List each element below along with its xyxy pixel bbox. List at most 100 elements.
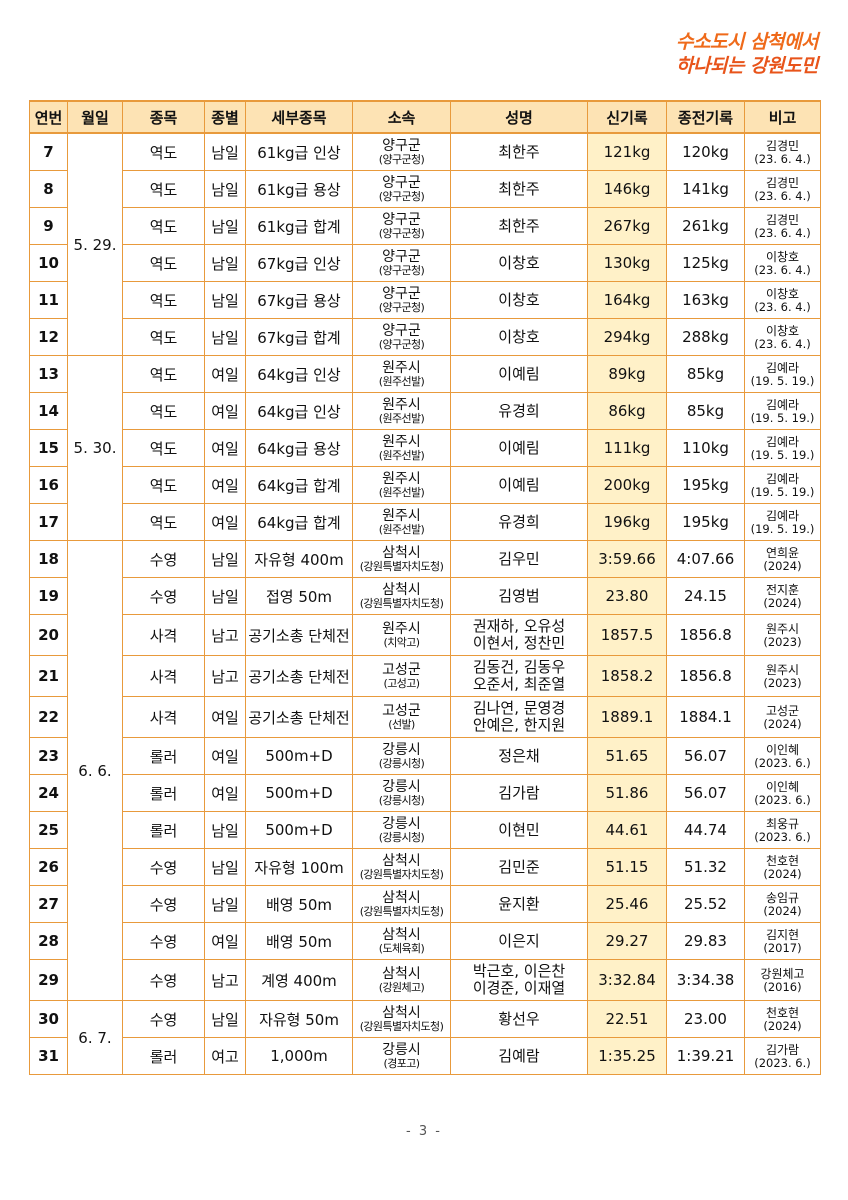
note-cell: 김경민 (23. 6. 4.) — [744, 170, 821, 208]
event-cell: 역도 — [122, 170, 205, 208]
previous-record-date: (2024) — [763, 1018, 802, 1033]
table-row: 10 역도 남일 67kg급 인상 양구군 (양구군청) 이창호 130kg 125kg 이창호(… — [29, 244, 821, 282]
affiliation-sub: (강릉시청) — [378, 830, 425, 844]
table-row: 8 역도 남일 61kg급 용상 양구군 (양구군청) 최한주 146kg 141kg 김경민 (2… — [29, 170, 821, 208]
athlete-name: 박근호, 이은찬 — [472, 962, 566, 980]
new-record-cell: 267kg — [587, 207, 667, 245]
athlete-name: 이경준, 이재열 — [472, 979, 566, 997]
previous-holder: 김경민 — [765, 175, 800, 190]
row-date: 5. 30. — [67, 355, 123, 541]
table-row: 17 역도 여일 64kg급 합계 원주시 (원주선발) 유경희 196kg 195kg 김예라(… — [29, 503, 821, 541]
previous-holder: 송임규 — [765, 890, 800, 905]
event-cell: 수영 — [122, 1000, 205, 1038]
table-body: 7 5. 29. 역도 남일 61kg급 인상 양구군 (양구군청) 최한주 121kg 120k… — [29, 132, 821, 1075]
class-cell: 여일 — [204, 355, 246, 393]
athlete-name-cell: 권재하, 오유성 이현서, 정찬민 — [450, 614, 588, 656]
athlete-name: 황선우 — [498, 1009, 540, 1028]
row-number: 25 — [29, 811, 68, 849]
previous-record-date: (23. 6. 4.) — [754, 188, 811, 203]
affiliation-cell: 삼척시 (강원특별자치도청) — [352, 577, 451, 615]
table-row: 25 롤러 남일 500m+D 강릉시 (강릉시청) 이현민 44.61 44.74 최웅규 (20… — [29, 811, 821, 849]
athlete-name-cell: 김가람 — [450, 774, 588, 812]
class-cell: 여일 — [204, 737, 246, 775]
athlete-name-cell: 유경희 — [450, 503, 588, 541]
detail-event-cell: 67kg급 인상 — [245, 244, 353, 282]
athlete-name: 이현서, 정찬민 — [472, 634, 566, 652]
previous-record-date: (23. 6. 4.) — [754, 151, 811, 166]
affiliation-sub: (치악고) — [383, 635, 421, 649]
note-cell: 이인혜 (2023. 6.) — [744, 774, 821, 812]
athlete-name: 이예림 — [498, 438, 540, 457]
row-number: 28 — [29, 922, 68, 960]
previous-record-date: (23. 6. 4.) — [754, 336, 811, 351]
table-row: 24 롤러 여일 500m+D 강릉시 (강릉시청) 김가람 51.86 56.07 이인혜 (20… — [29, 774, 821, 812]
athlete-name-cell: 이예림 — [450, 355, 588, 393]
previous-holder: 김예라 — [765, 508, 800, 523]
affiliation-sub: (양구군청) — [378, 152, 425, 166]
previous-record-date: (19. 5. 19.) — [750, 521, 815, 536]
detail-event-cell: 500m+D — [245, 774, 353, 812]
note-cell: 김지현 (2017) — [744, 922, 821, 960]
athlete-name-cell: 이현민 — [450, 811, 588, 849]
affiliation-cell: 삼척시 (도체육회) — [352, 922, 451, 960]
row-number: 20 — [29, 614, 68, 656]
row-number: 29 — [29, 959, 68, 1001]
new-record-cell: 29.27 — [587, 922, 667, 960]
affiliation-cell: 삼척시 (강원특별자치도청) — [352, 1000, 451, 1038]
detail-event-cell: 500m+D — [245, 811, 353, 849]
row-date: 6. 7. — [67, 1000, 123, 1075]
previous-record-date: (23. 6. 4.) — [754, 262, 811, 277]
affiliation-name: 삼척시 — [382, 544, 421, 561]
previous-record-date: (2024) — [763, 903, 802, 918]
note-cell: 김가람 (2023. 6.) — [744, 1037, 821, 1075]
athlete-name-cell: 김민준 — [450, 848, 588, 886]
class-cell: 남일 — [204, 1000, 246, 1038]
athlete-name: 오준서, 최준열 — [472, 675, 566, 693]
table-row: 22 사격 여일 공기소총 단체전 고성군 (선발) 김나연, 문영경 안예은, 한지원 188… — [29, 696, 821, 738]
note-cell: 김예라 (19. 5. 19.) — [744, 392, 821, 430]
athlete-name: 권재하, 오유성 — [472, 617, 566, 635]
previous-holder: 김지현 — [765, 927, 800, 942]
athlete-name-cell: 김우민 — [450, 540, 588, 578]
detail-event-cell: 67kg급 합계 — [245, 318, 353, 356]
previous-record-cell: 163kg — [666, 281, 745, 319]
previous-record-date: (23. 6. 4.) — [754, 299, 811, 314]
new-record-cell: 51.65 — [587, 737, 667, 775]
note-cell: 연희윤 (2024) — [744, 540, 821, 578]
event-cell: 롤러 — [122, 774, 205, 812]
table-row: 29 수영 남고 계영 400m 삼척시 (강원체고) 박근호, 이은찬 이경준, 이재열 3:… — [29, 959, 821, 1001]
class-cell: 남일 — [204, 811, 246, 849]
detail-event-cell: 64kg급 합계 — [245, 466, 353, 504]
table-row: 19 수영 남일 접영 50m 삼척시 (강원특별자치도청) 김영범 23.80 24.15 전지… — [29, 577, 821, 615]
note-cell: 원주시 (2023) — [744, 614, 821, 656]
affiliation-sub: (선발) — [388, 717, 415, 731]
athlete-name: 김민준 — [498, 857, 540, 876]
previous-holder: 김가람 — [765, 1042, 800, 1057]
table-header-row: 연번 월일 종목 종별 세부종목 소속 성명 신기록 종전기록 비고 — [29, 100, 821, 134]
new-record-cell: 44.61 — [587, 811, 667, 849]
detail-event-cell: 64kg급 합계 — [245, 503, 353, 541]
event-cell: 역도 — [122, 244, 205, 282]
row-date: 6. 6. — [67, 540, 123, 1001]
previous-record-date: (2023) — [763, 675, 802, 690]
class-cell: 여고 — [204, 1037, 246, 1075]
affiliation-sub: (도체육회) — [378, 941, 425, 955]
athlete-name-cell: 정은채 — [450, 737, 588, 775]
athlete-name-cell: 유경희 — [450, 392, 588, 430]
affiliation-cell: 강릉시 (경포고) — [352, 1037, 451, 1075]
detail-event-cell: 64kg급 인상 — [245, 392, 353, 430]
previous-holder: 이창호 — [765, 249, 800, 264]
event-cell: 롤러 — [122, 811, 205, 849]
table-row: 20 사격 남고 공기소총 단체전 원주시 (치악고) 권재하, 오유성 이현서, 정찬민 18… — [29, 614, 821, 656]
affiliation-cell: 삼척시 (강원특별자치도청) — [352, 848, 451, 886]
row-number: 13 — [29, 355, 68, 393]
detail-event-cell: 61kg급 인상 — [245, 132, 353, 171]
athlete-name: 김동건, 김동우 — [472, 658, 566, 676]
new-record-cell: 3:32.84 — [587, 959, 667, 1001]
column-header: 성명 — [450, 100, 588, 134]
table-row: 27 수영 남일 배영 50m 삼척시 (강원특별자치도청) 윤지환 25.46 25.52 송임… — [29, 885, 821, 923]
previous-record-cell: 85kg — [666, 355, 745, 393]
column-header: 월일 — [67, 100, 123, 134]
previous-record-cell: 195kg — [666, 503, 745, 541]
athlete-name: 안예은, 한지원 — [472, 716, 566, 734]
